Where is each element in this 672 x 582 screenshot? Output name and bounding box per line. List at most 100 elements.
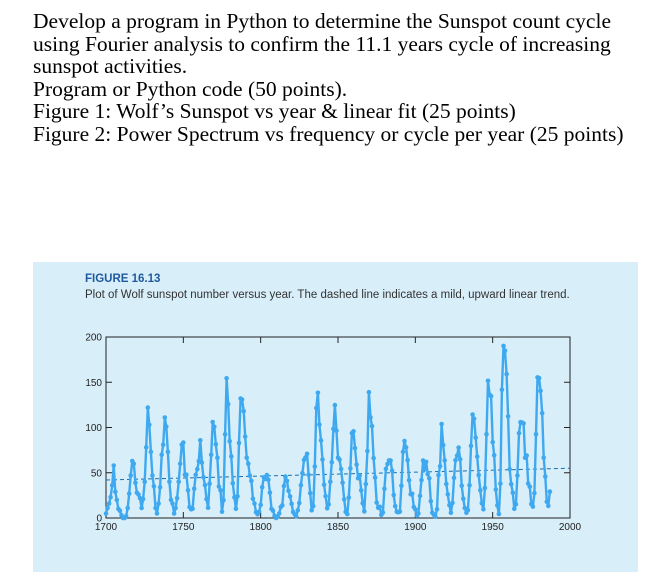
data-point-1929 xyxy=(457,457,463,462)
x-tick-label-6: 2000 xyxy=(559,522,582,533)
data-point-1837 xyxy=(315,390,321,396)
data-point-1935 xyxy=(467,483,472,488)
data-point-1718 xyxy=(131,461,137,466)
data-point-1823 xyxy=(293,514,299,519)
data-point-1909 xyxy=(427,476,432,481)
data-point-1835 xyxy=(312,464,318,469)
data-point-1925 xyxy=(451,475,457,481)
data-point-1861 xyxy=(352,445,358,451)
data-point-1713 xyxy=(123,513,129,519)
data-point-1719 xyxy=(133,480,138,485)
data-point-1839 xyxy=(318,438,324,443)
data-point-1849 xyxy=(334,428,339,434)
data-point-1739 xyxy=(164,424,169,429)
data-point-1951 xyxy=(491,452,497,458)
data-point-1819 xyxy=(287,494,293,499)
data-point-1896 xyxy=(406,477,412,483)
data-point-1816 xyxy=(283,474,288,479)
data-point-1747 xyxy=(176,479,181,485)
data-point-1838 xyxy=(317,422,322,427)
data-point-1791 xyxy=(244,455,249,460)
data-point-1788 xyxy=(239,397,245,402)
data-point-1753 xyxy=(185,487,191,493)
data-point-1820 xyxy=(289,501,294,507)
data-point-1865 xyxy=(358,488,364,493)
y-tick-label-4: 200 xyxy=(85,333,102,344)
data-point-1972 xyxy=(524,453,529,458)
data-point-1967 xyxy=(516,430,522,436)
data-point-1882 xyxy=(385,461,390,467)
data-point-1903 xyxy=(417,493,423,499)
data-point-1846 xyxy=(329,460,335,465)
data-point-1871 xyxy=(368,415,373,420)
data-point-1877 xyxy=(377,504,383,510)
data-point-1902 xyxy=(416,511,421,516)
data-point-1780 xyxy=(227,439,232,444)
data-point-1961 xyxy=(507,466,512,472)
data-point-1805 xyxy=(266,477,271,483)
data-point-1966 xyxy=(515,473,520,478)
data-point-1856 xyxy=(345,511,350,517)
data-point-1758 xyxy=(193,472,198,478)
data-point-1706 xyxy=(113,489,118,495)
data-point-1704 xyxy=(109,483,115,488)
data-point-1851 xyxy=(337,457,342,462)
data-point-1777 xyxy=(222,432,228,437)
y-tick-label-0: 0 xyxy=(96,514,102,525)
trend-line xyxy=(105,467,571,481)
data-point-1958 xyxy=(502,348,508,354)
data-point-1974 xyxy=(527,484,533,490)
data-point-1702 xyxy=(106,501,112,506)
data-point-1860 xyxy=(351,429,356,434)
data-point-1881 xyxy=(383,466,389,472)
data-point-1841 xyxy=(321,482,327,488)
data-point-1800 xyxy=(258,502,263,508)
task-line-1: Develop a program in Python to determine… xyxy=(33,9,611,78)
data-point-1941 xyxy=(476,472,482,478)
data-point-1824 xyxy=(295,508,301,513)
x-tick-label-2: 1800 xyxy=(250,522,273,533)
data-point-1716 xyxy=(128,473,133,478)
data-point-1985 xyxy=(544,499,550,505)
data-point-1957 xyxy=(501,343,506,349)
data-point-1918 xyxy=(440,442,446,448)
data-point-1843 xyxy=(324,506,330,511)
data-point-1740 xyxy=(165,449,171,455)
data-point-1976 xyxy=(530,504,536,509)
data-point-1746 xyxy=(174,495,180,501)
data-point-1815 xyxy=(281,483,287,489)
data-point-1761 xyxy=(198,438,203,443)
data-point-1814 xyxy=(280,503,285,508)
data-point-1715 xyxy=(126,491,132,496)
data-point-1940 xyxy=(474,454,480,459)
data-point-1900 xyxy=(413,507,418,512)
data-point-1707 xyxy=(114,497,120,503)
data-point-1984 xyxy=(543,474,548,479)
x-tick-label-1: 1750 xyxy=(172,522,195,533)
data-point-1812 xyxy=(276,511,282,516)
x-tick-label-4: 1900 xyxy=(404,522,427,533)
y-tick-label-3: 150 xyxy=(85,378,102,389)
data-point-1782 xyxy=(230,480,236,486)
data-point-1733 xyxy=(154,511,160,516)
data-point-1842 xyxy=(323,493,328,499)
data-point-1840 xyxy=(320,457,325,462)
data-point-1764 xyxy=(202,482,208,488)
data-point-1869 xyxy=(365,448,370,454)
data-point-1879 xyxy=(380,510,386,515)
data-point-1724 xyxy=(140,496,146,502)
data-point-1981 xyxy=(538,388,543,394)
data-point-1767 xyxy=(207,481,212,487)
data-point-1763 xyxy=(201,474,206,480)
x-tick-label-0: 1700 xyxy=(95,522,118,533)
data-point-1779 xyxy=(225,401,231,407)
data-point-1959 xyxy=(504,371,509,377)
data-point-1831 xyxy=(306,472,311,477)
data-point-1874 xyxy=(372,475,378,480)
task-description: Develop a program in Python to determine… xyxy=(33,10,663,145)
data-point-1792 xyxy=(246,461,251,466)
data-point-1756 xyxy=(190,506,195,512)
data-point-1768 xyxy=(208,452,214,458)
sunspot-chart: 0 50 100 150 200 1700 1750 1800 1850 1900 1950 2000 xyxy=(85,333,582,534)
data-point-1953 xyxy=(495,503,500,508)
